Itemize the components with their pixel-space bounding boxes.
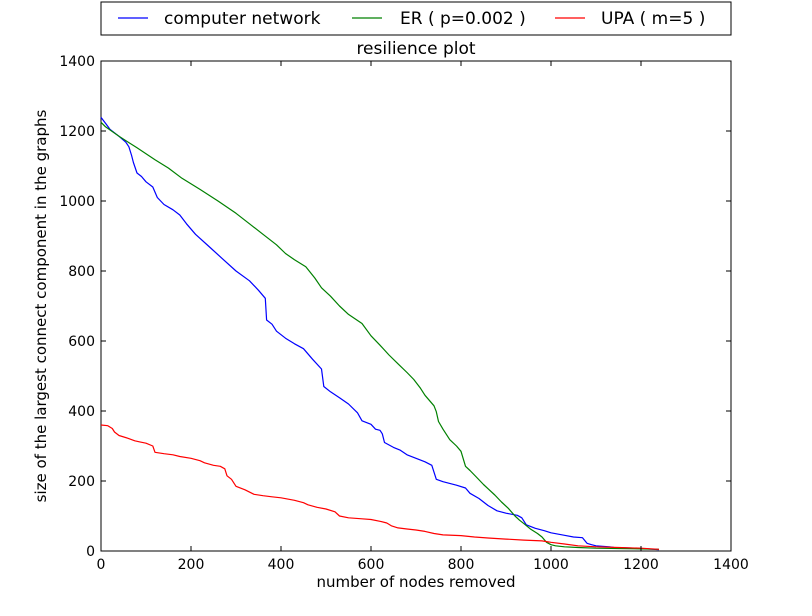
legend: computer network ER ( p=0.002 ) UPA ( m=5 … [100, 1, 732, 36]
plot-area [100, 60, 732, 552]
y-tick-label: 1200 [59, 124, 95, 140]
x-tick-label: 600 [358, 557, 385, 573]
y-tick-label: 0 [86, 544, 95, 560]
legend-label-2: ER ( p=0.002 ) [400, 9, 526, 29]
x-tick-label: 0 [97, 557, 106, 573]
chart-title: resilience plot [356, 39, 475, 59]
y-tick-label: 400 [68, 404, 95, 420]
series-line-2 [100, 121, 660, 550]
y-tick-label: 1400 [59, 54, 95, 70]
axis-ticks: 0 200 400 600 800 1000 1200 1400 0 200 400 600 800 10… [59, 54, 748, 573]
y-axis-label: size of the largest connect component in… [32, 109, 50, 502]
plot-frame [100, 60, 732, 552]
y-tick-label: 200 [68, 474, 95, 490]
series-line-1 [100, 117, 660, 551]
series-line-3 [100, 424, 660, 550]
x-axis-label: number of nodes removed [316, 573, 515, 591]
y-tick-label: 600 [68, 334, 95, 350]
x-tick-label: 1000 [533, 557, 569, 573]
y-tick-label: 1000 [59, 194, 95, 210]
legend-label-1: computer network [164, 9, 321, 29]
x-tick-label: 800 [448, 557, 475, 573]
legend-box [100, 1, 732, 36]
x-tick-label: 200 [178, 557, 205, 573]
legend-label-3: UPA ( m=5 ) [601, 9, 705, 29]
x-tick-label: 1400 [713, 557, 749, 573]
x-tick-label: 400 [268, 557, 295, 573]
y-tick-label: 800 [68, 264, 95, 280]
x-tick-label: 1200 [623, 557, 659, 573]
